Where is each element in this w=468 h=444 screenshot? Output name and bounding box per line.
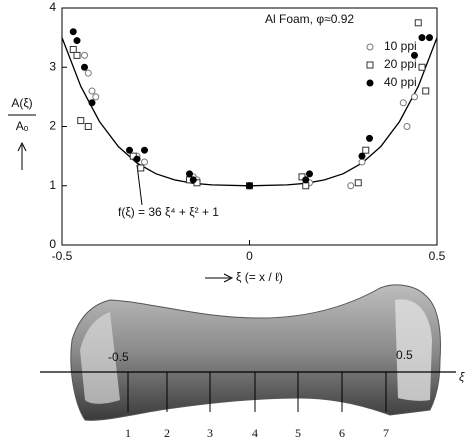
specimen-tick-label: 0.5 bbox=[396, 348, 413, 362]
y-label-bottom: Aₒ bbox=[16, 119, 29, 133]
point bbox=[186, 170, 193, 178]
annotation-title: Al Foam, φ≈0.92 bbox=[265, 12, 354, 26]
point bbox=[418, 34, 426, 42]
point bbox=[133, 155, 141, 163]
y-tick-label: 3 bbox=[49, 59, 56, 73]
sections: 1 2 3 4 5 6 7 bbox=[125, 372, 389, 440]
x-label: ξ (= x / ℓ) bbox=[236, 270, 283, 284]
section-label: 7 bbox=[383, 426, 389, 440]
point bbox=[418, 63, 426, 71]
section-label: 3 bbox=[207, 426, 213, 440]
series bbox=[69, 19, 430, 190]
point bbox=[411, 51, 418, 59]
specimen: -0.5 0.5 ξ 1 2 3 4 5 6 7 bbox=[40, 284, 465, 440]
point bbox=[422, 87, 430, 95]
legend-label: 40 ppi bbox=[384, 75, 417, 89]
point bbox=[189, 176, 197, 184]
point bbox=[81, 51, 88, 59]
point bbox=[69, 28, 77, 36]
fit-leader bbox=[136, 165, 143, 206]
section-label: 6 bbox=[339, 426, 345, 440]
y-tick-label: 4 bbox=[49, 0, 56, 14]
y-tick-label: 0 bbox=[49, 237, 56, 251]
fit-curve bbox=[61, 37, 438, 187]
specimen-face bbox=[80, 312, 120, 404]
section-label: 4 bbox=[252, 426, 258, 440]
point bbox=[399, 99, 407, 107]
section-label: 1 bbox=[125, 426, 131, 440]
x-arrow bbox=[205, 273, 234, 283]
specimen-tick-label: -0.5 bbox=[108, 350, 129, 364]
point bbox=[141, 146, 148, 154]
point bbox=[414, 19, 422, 27]
specimen-face bbox=[395, 299, 432, 401]
specimen-shape bbox=[70, 284, 441, 421]
point bbox=[411, 93, 418, 101]
fit-label: f(ξ) = 36 ξ⁴ + ξ² + 1 bbox=[118, 205, 219, 219]
legend-label: 10 ppi bbox=[384, 39, 417, 53]
point bbox=[354, 179, 362, 187]
point bbox=[73, 37, 81, 45]
point bbox=[403, 123, 411, 130]
series bbox=[81, 51, 418, 190]
point bbox=[302, 182, 310, 190]
point bbox=[77, 117, 85, 125]
section-label: 2 bbox=[164, 426, 170, 440]
point bbox=[362, 146, 370, 154]
point bbox=[366, 134, 373, 142]
section-label: 5 bbox=[295, 426, 301, 440]
point bbox=[302, 176, 310, 184]
point bbox=[426, 34, 433, 42]
y-label-top: A(ξ) bbox=[11, 96, 32, 110]
point bbox=[358, 152, 366, 160]
point bbox=[81, 63, 88, 71]
x-tick-label: 0 bbox=[246, 249, 253, 263]
legend-marker bbox=[366, 43, 374, 51]
x-tick-label: 0.5 bbox=[429, 249, 446, 263]
point bbox=[88, 87, 96, 95]
point bbox=[92, 93, 100, 101]
legend-marker bbox=[366, 61, 374, 69]
point bbox=[358, 158, 366, 166]
series bbox=[69, 28, 433, 190]
point bbox=[69, 45, 77, 53]
y-tick-label: 2 bbox=[49, 119, 56, 133]
point bbox=[84, 123, 92, 130]
y-tick-label: 1 bbox=[49, 178, 56, 192]
point bbox=[126, 146, 133, 154]
legend-label: 20 ppi bbox=[384, 57, 417, 71]
point bbox=[84, 69, 92, 77]
legend-marker bbox=[366, 79, 374, 87]
point bbox=[141, 158, 148, 166]
point bbox=[88, 99, 96, 107]
point bbox=[137, 164, 145, 172]
specimen-axis-label: ξ bbox=[459, 370, 465, 384]
point bbox=[347, 182, 355, 190]
point bbox=[246, 182, 253, 190]
y-arrow bbox=[17, 141, 27, 170]
point bbox=[306, 170, 313, 178]
x-tick-label: -0.5 bbox=[52, 249, 73, 263]
point bbox=[73, 51, 81, 59]
